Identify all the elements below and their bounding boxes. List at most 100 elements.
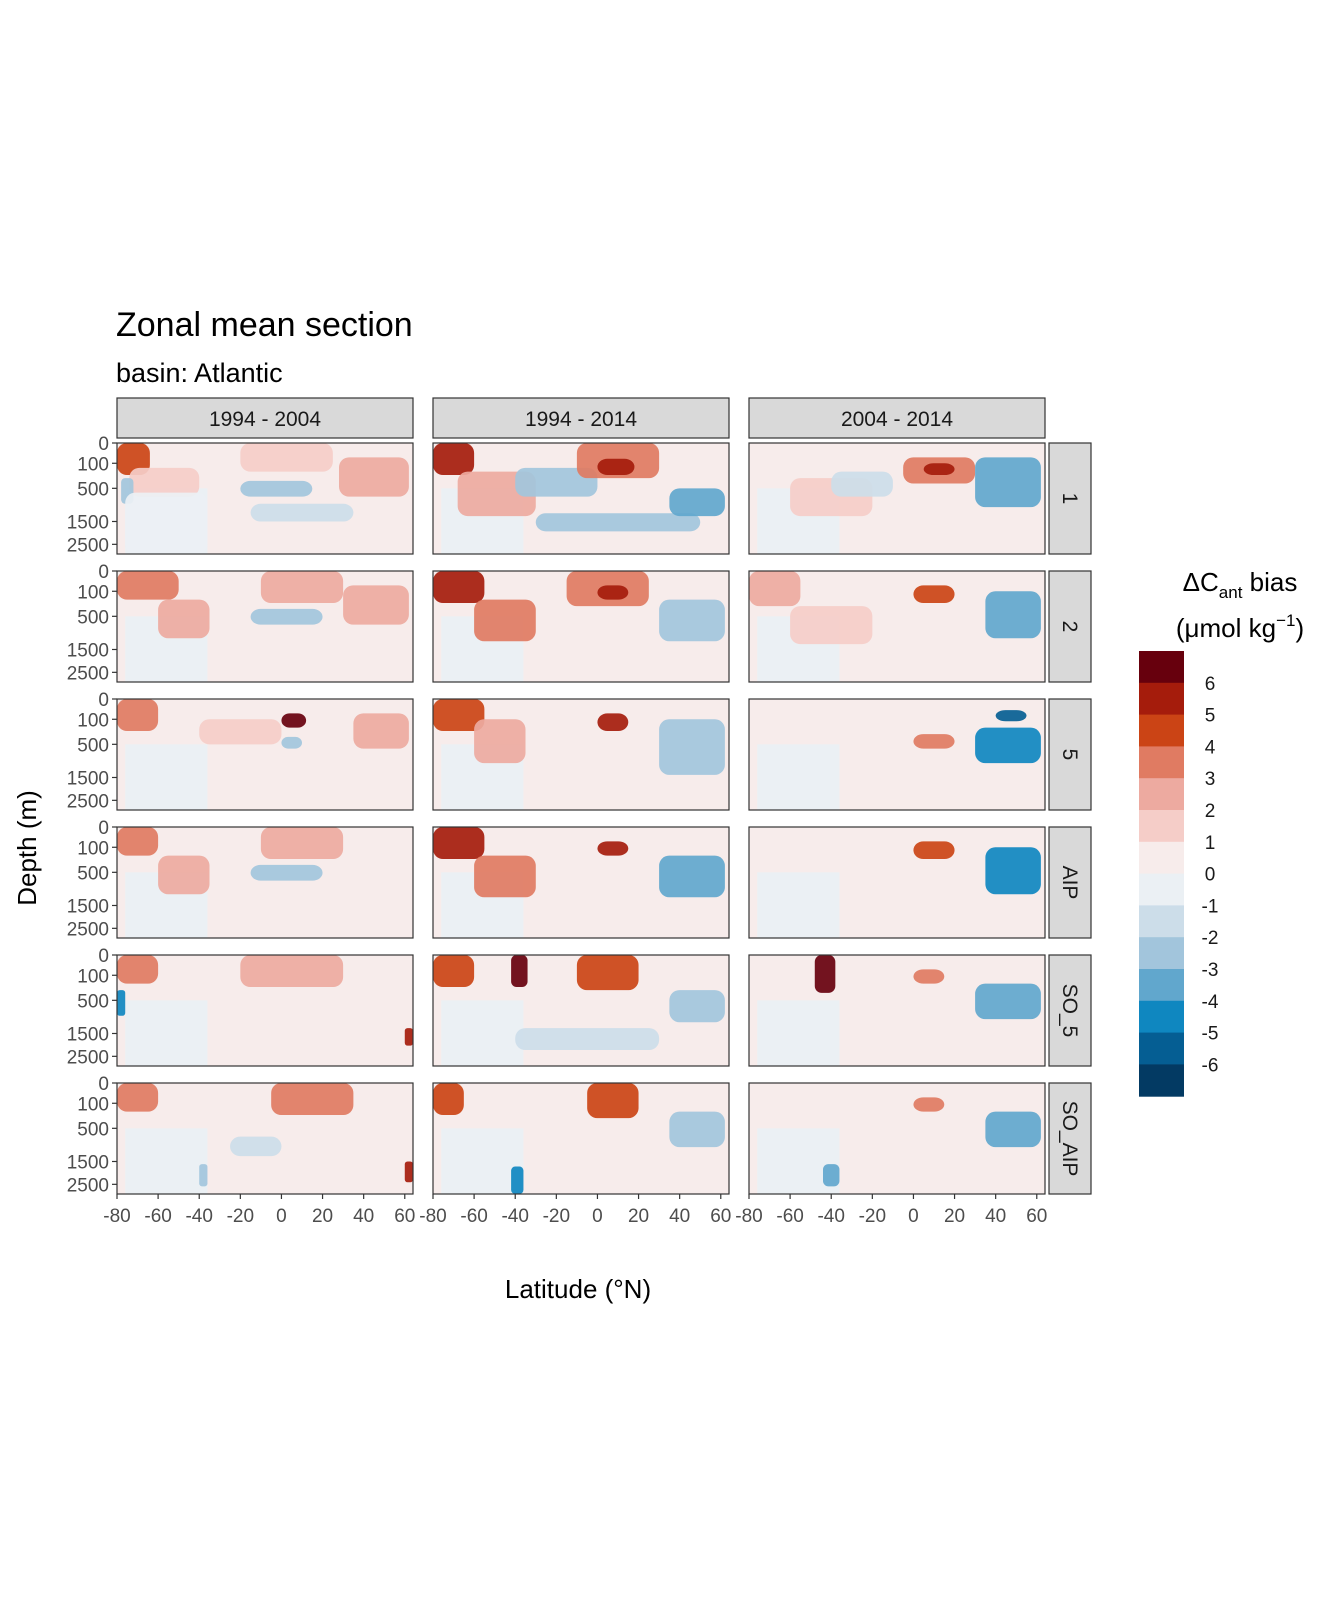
- legend-labels: 6 5 4 3 2 1 0 -1 -2 -3 -4 -5 -6: [1202, 674, 1219, 1077]
- legend-swatch: [1139, 778, 1184, 811]
- heatmap-cell: [659, 599, 725, 642]
- panel-border: [432, 1082, 730, 1195]
- heatmap-cell: [250, 503, 354, 522]
- heatmap-cell: [923, 463, 955, 476]
- y-tick-label: 500: [77, 607, 109, 628]
- y-tick-label: 100: [77, 454, 109, 475]
- y-tick-label: 0: [98, 946, 109, 967]
- heatmap-cell: [474, 719, 526, 764]
- legend-label: 2: [1205, 801, 1216, 822]
- heatmap-panel: [749, 571, 1045, 682]
- facet-strip-row: [1048, 826, 1092, 939]
- y-tick-label: 2500: [67, 663, 109, 684]
- x-tick-label: -60: [460, 1206, 487, 1227]
- facet-strip-row-label: SO_5: [1058, 984, 1081, 1038]
- y-tick-label: 2500: [67, 1047, 109, 1068]
- y-tick-label: 500: [77, 1119, 109, 1140]
- panel-border: [748, 1082, 1046, 1195]
- heatmap-cell: [250, 864, 323, 881]
- heatmap-cell: [158, 855, 210, 895]
- x-tick-label: 60: [710, 1206, 731, 1227]
- heatmap-panel: [749, 443, 1045, 554]
- heatmap-panel: [433, 827, 729, 938]
- legend-label: 5: [1205, 706, 1216, 727]
- heatmap-panel: [749, 699, 1045, 810]
- legend-label: -4: [1202, 992, 1219, 1013]
- panel-border: [432, 570, 730, 683]
- facet-strip-column-label: 1994 - 2004: [209, 408, 321, 431]
- heatmap-panel: [749, 955, 1045, 1066]
- heatmap-cell: [975, 983, 1041, 1020]
- heatmap-cell: [343, 585, 409, 625]
- heatmap-panel: [117, 571, 413, 682]
- heatmap-cell: [271, 1083, 354, 1116]
- heatmap-panel: [433, 443, 729, 554]
- x-tick-label: -40: [501, 1206, 528, 1227]
- y-tick-label: 1500: [67, 1152, 109, 1173]
- legend-label: 3: [1205, 769, 1216, 790]
- facet-strip-row: [1048, 698, 1092, 811]
- y-tick-label: 100: [77, 582, 109, 603]
- x-tick-label: 60: [1026, 1206, 1047, 1227]
- heatmap-cell: [441, 1128, 524, 1194]
- y-tick-label: 0: [98, 1074, 109, 1095]
- legend-label: -1: [1202, 896, 1219, 917]
- y-tick-label: 2500: [67, 919, 109, 940]
- heatmap-cell: [913, 585, 955, 604]
- legend-swatch: [1139, 841, 1184, 875]
- chart-title: Zonal mean section: [116, 306, 413, 344]
- y-tick-label: 2500: [67, 791, 109, 812]
- facet-strip-row: [1048, 570, 1092, 683]
- x-tick-label: 20: [628, 1206, 649, 1227]
- heatmap-cell: [659, 719, 725, 775]
- x-tick-label: -40: [185, 1206, 212, 1227]
- facet-strip-column: [748, 397, 1046, 439]
- heatmap-cell: [125, 492, 208, 554]
- heatmap-cell: [659, 855, 725, 898]
- heatmap-cell: [576, 955, 639, 991]
- heatmap-cell: [985, 847, 1041, 895]
- heatmap-cell: [281, 713, 307, 728]
- panel-border: [116, 442, 414, 555]
- heatmap-cell: [117, 1083, 159, 1112]
- y-tick-label: 1500: [67, 1024, 109, 1045]
- y-axis-label: Depth (m): [12, 790, 42, 906]
- heatmap-cell: [790, 606, 873, 645]
- panel-border: [116, 954, 414, 1067]
- x-tick-label: 20: [312, 1206, 333, 1227]
- heatmap-cell: [404, 1028, 413, 1046]
- x-axis-label: Latitude (°N): [505, 1274, 651, 1304]
- heatmap-cell: [511, 955, 528, 988]
- panel-border: [748, 826, 1046, 939]
- facet-strip-column-label: 1994 - 2014: [525, 408, 637, 431]
- legend-label: -5: [1202, 1024, 1219, 1045]
- heatmap-cell: [913, 969, 945, 984]
- x-tick-label: -80: [419, 1206, 446, 1227]
- x-tick-label: -80: [103, 1206, 130, 1227]
- heatmap-cell: [125, 1128, 208, 1194]
- legend-label: 0: [1205, 865, 1216, 886]
- heatmap-cell: [433, 955, 475, 988]
- heatmap-cell: [117, 827, 159, 856]
- heatmap-cell: [474, 855, 536, 898]
- heatmap-cell: [831, 471, 893, 497]
- heatmap-cell: [985, 1111, 1041, 1148]
- heatmap-cell: [597, 713, 629, 732]
- heatmap-cell: [441, 1000, 524, 1066]
- legend-swatch: [1139, 651, 1184, 684]
- legend-label: -3: [1202, 960, 1219, 981]
- x-tick-label: -60: [776, 1206, 803, 1227]
- y-tick-label: 100: [77, 966, 109, 987]
- facet-strip-column: [432, 397, 730, 439]
- y-tick-label: 2500: [67, 535, 109, 556]
- heatmap-cell: [669, 990, 725, 1023]
- facet-strip-row-label: SO_AIP: [1058, 1101, 1081, 1177]
- heatmap-cell: [230, 1136, 282, 1157]
- heatmap-cell: [535, 513, 701, 532]
- heatmap-cell: [240, 955, 344, 988]
- legend-label: -2: [1202, 928, 1219, 949]
- facet-strip-row: [1048, 442, 1092, 555]
- heatmap-panel: [433, 699, 729, 810]
- y-tick-label: 1500: [67, 896, 109, 917]
